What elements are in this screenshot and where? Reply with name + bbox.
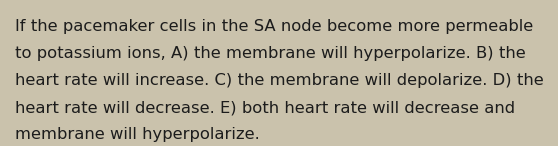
Text: If the pacemaker cells in the SA node become more permeable: If the pacemaker cells in the SA node be…	[15, 19, 533, 34]
Text: membrane will hyperpolarize.: membrane will hyperpolarize.	[15, 127, 260, 142]
Text: to potassium ions, A) the membrane will hyperpolarize. B) the: to potassium ions, A) the membrane will …	[15, 46, 526, 61]
Text: heart rate will decrease. E) both heart rate will decrease and: heart rate will decrease. E) both heart …	[15, 100, 515, 115]
Text: heart rate will increase. C) the membrane will depolarize. D) the: heart rate will increase. C) the membran…	[15, 73, 544, 88]
